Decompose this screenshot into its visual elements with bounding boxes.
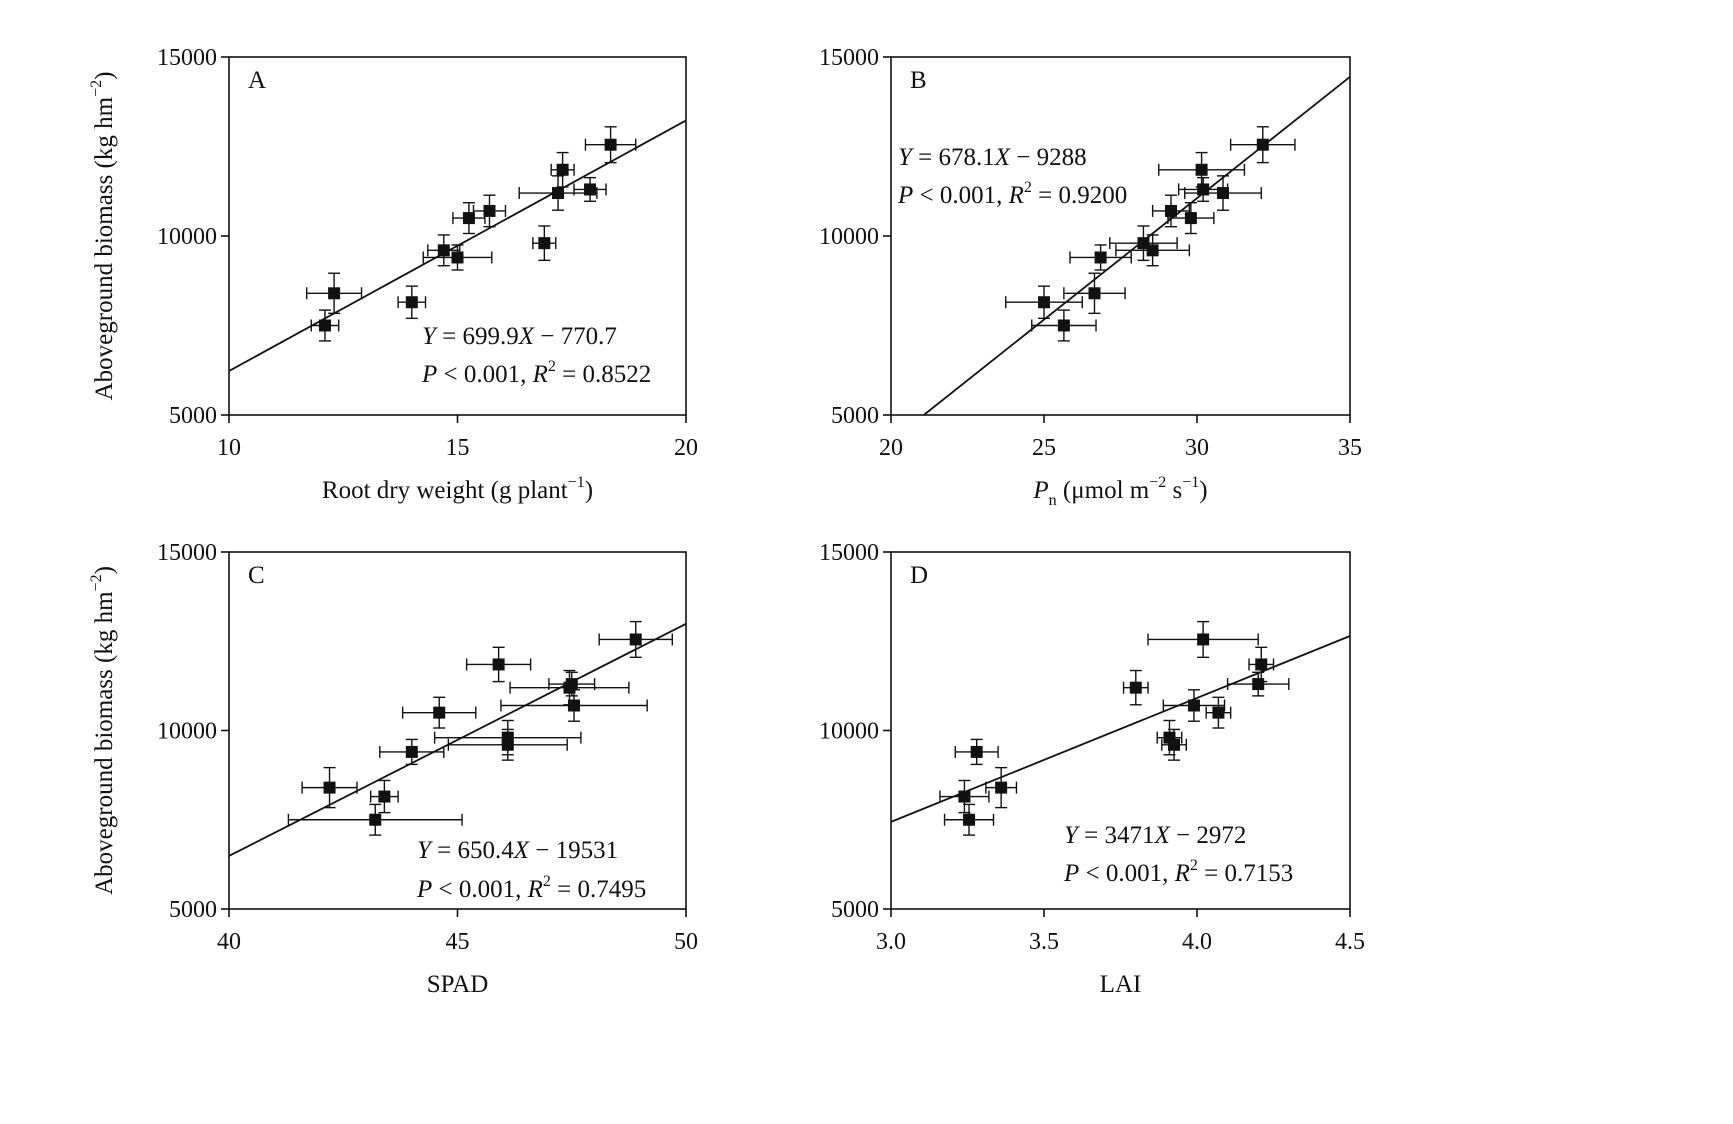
panel-b-x-axis-title: Pn (μmol m−2 s−1) (1032, 474, 1207, 509)
y-tick-label: 10000 (157, 224, 217, 250)
x-tick-label: 25 (1032, 435, 1056, 461)
y-tick-label: 15000 (157, 540, 217, 566)
x-tick-label: 30 (1185, 435, 1209, 461)
panel-c-y-axis-title: Aboveground biomass (kg hm−2) (88, 566, 118, 895)
panel-c-stats: P < 0.001, R2 = 0.7495 (416, 873, 646, 903)
panel-d-stats: P < 0.001, R2 = 0.7153 (1063, 857, 1293, 887)
x-tick-label: 4.0 (1182, 929, 1212, 955)
y-tick-label: 10000 (157, 719, 217, 745)
y-tick-label: 10000 (819, 719, 879, 745)
data-point (1088, 287, 1101, 300)
panel-c-letter: C (248, 562, 265, 589)
panel-d-plot-frame (890, 551, 1351, 910)
data-point (318, 319, 331, 332)
data-point (483, 204, 496, 217)
data-point (552, 187, 565, 200)
data-point (378, 790, 391, 803)
panel-d-equation: Y = 3471X − 2972 (1064, 822, 1246, 849)
y-tick-label: 5000 (169, 897, 217, 923)
y-tick-label: 10000 (819, 224, 879, 250)
data-point (1256, 138, 1269, 151)
data-point (556, 163, 569, 176)
panel-c-equation: Y = 650.4X − 19531 (417, 837, 618, 864)
data-point (1197, 633, 1210, 646)
y-tick-label: 15000 (819, 540, 879, 566)
panel-a-stats: P < 0.001, R2 = 0.8522 (421, 358, 651, 388)
data-point (1184, 212, 1197, 225)
panel-a-equation: Y = 699.9X − 770.7 (422, 323, 617, 350)
panel-b-equation: Y = 678.1X − 9288 (898, 144, 1087, 171)
data-point (1252, 678, 1265, 691)
panel-d-chart: 5000 10000 15000 3.0 3.5 4.0 4.5 D LAI Y = 3471X … (819, 540, 1365, 998)
data-point (1168, 738, 1181, 751)
panel-a-chart: 5000 10000 15000 10 15 20 A Root dry weight (g … (88, 45, 698, 504)
data-point (1187, 699, 1200, 712)
data-point (1164, 204, 1177, 217)
data-point (1057, 319, 1070, 332)
x-tick-label: 10 (217, 435, 241, 461)
x-tick-label: 4.5 (1335, 929, 1365, 955)
panel-b-chart: 5000 10000 15000 20 25 30 35 B Pn (μmol m−2 s−1)… (819, 45, 1362, 509)
data-point (1129, 681, 1142, 694)
y-tick-label: 5000 (169, 403, 217, 429)
y-tick-label: 5000 (831, 897, 879, 923)
data-point (970, 745, 983, 758)
panel-c-regression-line (228, 622, 687, 857)
panel-c-chart: 5000 10000 15000 40 45 50 C SPAD Aboveground bio… (88, 540, 698, 998)
panel-b-regression-line (923, 76, 1351, 416)
panel-a-letter: A (248, 67, 266, 94)
data-point (1255, 658, 1268, 671)
x-tick-label: 50 (674, 929, 698, 955)
data-point (1146, 244, 1159, 257)
data-point (405, 745, 418, 758)
panel-d-x-axis-title: LAI (1100, 971, 1142, 998)
data-point (501, 738, 514, 751)
data-point (629, 633, 642, 646)
data-point (1195, 163, 1208, 176)
x-tick-label: 35 (1338, 435, 1362, 461)
data-point (584, 183, 597, 196)
data-point (462, 212, 475, 225)
data-point (604, 138, 617, 151)
x-tick-label: 45 (446, 929, 470, 955)
data-point (451, 251, 464, 264)
data-point (1217, 187, 1230, 200)
x-tick-label: 20 (879, 435, 903, 461)
y-tick-label: 15000 (819, 45, 879, 71)
y-tick-label: 15000 (157, 45, 217, 71)
data-point (405, 296, 418, 309)
x-tick-label: 3.5 (1029, 929, 1059, 955)
x-tick-label: 40 (217, 929, 241, 955)
data-point (958, 790, 971, 803)
y-tick-label: 5000 (831, 403, 879, 429)
data-point (1094, 251, 1107, 264)
data-point (433, 706, 446, 719)
data-point (1212, 706, 1225, 719)
data-point (995, 781, 1008, 794)
data-point (1038, 296, 1050, 309)
x-tick-label: 3.0 (876, 929, 906, 955)
panel-b-letter: B (910, 67, 927, 94)
data-point (328, 287, 341, 300)
data-point (369, 813, 382, 826)
data-point (963, 813, 976, 826)
data-point (565, 678, 578, 691)
x-tick-label: 15 (446, 435, 470, 461)
data-point (492, 658, 505, 671)
data-point (1137, 237, 1150, 250)
panel-b-plot-frame (890, 56, 1351, 416)
panel-d-letter: D (910, 562, 928, 589)
panel-a-x-axis-title: Root dry weight (g plant−1) (322, 474, 593, 504)
data-point (437, 244, 450, 257)
panel-a-y-axis-title: Aboveground biomass (kg hm−2) (88, 72, 118, 401)
panel-b-stats: P < 0.001, R2 = 0.9200 (897, 179, 1127, 209)
data-point (568, 699, 581, 712)
panel-c-x-axis-title: SPAD (427, 971, 489, 998)
x-tick-label: 20 (674, 435, 698, 461)
figure-canvas: 5000 10000 15000 10 15 20 A Root dry weight (g … (88, 45, 1365, 998)
data-point (323, 781, 336, 794)
data-point (538, 237, 551, 250)
